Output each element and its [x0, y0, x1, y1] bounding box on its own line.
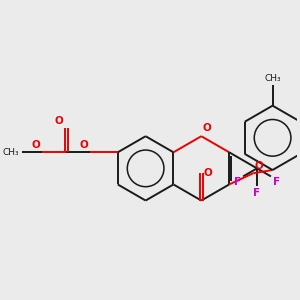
Text: O: O	[80, 140, 88, 149]
Text: O: O	[203, 123, 212, 133]
Text: F: F	[254, 188, 261, 198]
Text: O: O	[55, 116, 64, 126]
Text: O: O	[32, 140, 40, 149]
Text: O: O	[255, 161, 263, 171]
Text: CH₃: CH₃	[2, 148, 19, 157]
Text: F: F	[273, 177, 280, 187]
Text: F: F	[234, 177, 241, 187]
Text: O: O	[203, 168, 212, 178]
Text: CH₃: CH₃	[264, 74, 281, 83]
